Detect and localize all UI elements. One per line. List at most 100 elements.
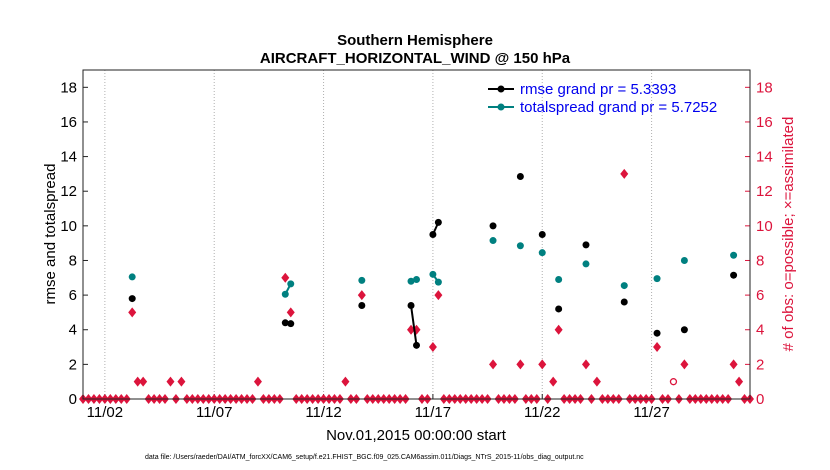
rmse-point — [358, 301, 366, 309]
obs-assimilated-point — [341, 376, 350, 387]
y-tick-label-left: 2 — [69, 356, 77, 373]
rmse-line-segment — [410, 305, 418, 346]
obs-assimilated-point — [653, 342, 662, 353]
rmse-point — [281, 319, 289, 327]
legend-totalspread-label: totalspread grand pr = 5.7252 — [520, 99, 717, 116]
y-tick-label-left: 8 — [69, 252, 77, 269]
obs-assimilated-point — [286, 307, 295, 318]
x-tick-label: 11/22 — [524, 404, 560, 421]
rmse-point — [680, 326, 688, 334]
totalspread-point — [407, 277, 415, 285]
rmse-point — [429, 231, 437, 238]
y-tick-label-left: 10 — [60, 218, 77, 235]
totalspread-point — [555, 276, 563, 284]
y-tick-label-right: 12 — [756, 183, 773, 200]
rmse-point — [582, 241, 590, 249]
x-tick-label: 11/07 — [196, 404, 232, 421]
obs-assimilated-point — [729, 359, 738, 370]
obs-assimilated-point — [680, 359, 689, 370]
obs-assimilated-point — [139, 376, 148, 387]
obs-assimilated-point — [581, 359, 590, 370]
y-axis-left: 0 2 4 6 8 10 12 14 16 18 — [60, 79, 88, 408]
y-tick-label-right: 6 — [756, 287, 764, 304]
y-tick-label-right: 0 — [756, 391, 764, 408]
totalspread-point — [287, 280, 295, 288]
y-tick-label-right: 14 — [756, 149, 773, 166]
legend-rmse-label: rmse grand pr = 5.3393 — [520, 81, 676, 98]
rmse-point — [516, 172, 524, 180]
rmse-point — [653, 329, 661, 337]
obs-assimilated-point — [434, 290, 443, 301]
legend-totalspread-marker — [497, 103, 505, 111]
legend-rmse-marker — [497, 85, 505, 93]
totalspread-point — [128, 273, 136, 281]
rmse-point — [434, 218, 442, 226]
x-tick-label: 11/12 — [305, 404, 341, 421]
x-tick-label: 11/17 — [415, 404, 451, 421]
rmse-point — [128, 295, 136, 303]
y-tick-label-left: 4 — [69, 322, 77, 339]
totalspread-point — [281, 290, 289, 298]
y-axis-left-label: rmse and totalspread — [42, 164, 59, 305]
obs-assimilated-point — [177, 376, 186, 387]
obs-assimilated-point — [620, 168, 629, 179]
totalspread-point — [413, 276, 420, 284]
legend: rmse grand pr = 5.3393 totalspread grand… — [488, 81, 717, 116]
chart-title-line1: Southern Hemisphere — [337, 32, 493, 49]
totalspread-point — [730, 251, 738, 259]
plot-frame — [82, 69, 751, 400]
y-tick-label-right: 10 — [756, 218, 773, 235]
y-tick-label-left: 12 — [60, 183, 77, 200]
y-tick-label-left: 18 — [60, 79, 77, 96]
totalspread-point — [429, 270, 437, 278]
totalspread-point — [620, 282, 628, 290]
obs-assimilated-point — [554, 324, 563, 335]
obs-assimilated-point — [428, 342, 437, 353]
rmse-point — [620, 298, 628, 306]
x-axis: 11/02 11/07 11/12 11/17 11/22 11/27 — [87, 394, 670, 421]
totalspread-point — [680, 256, 688, 264]
obs-assimilated-point — [538, 359, 547, 370]
obs-assimilated-point — [128, 307, 137, 318]
grid — [104, 70, 653, 399]
y-tick-label-left: 0 — [69, 391, 77, 408]
totalspread-point — [434, 278, 442, 286]
x-tick-label: 11/02 — [87, 404, 123, 421]
rmse-point — [287, 320, 295, 328]
totalspread-point — [516, 242, 524, 250]
totalspread-point — [653, 275, 661, 283]
x-axis-label: Nov.01,2015 00:00:00 start — [326, 427, 507, 444]
y-axis-right-label: # of obs: o=possible; ×=assimilated — [780, 117, 797, 352]
y-tick-label-left: 6 — [69, 287, 77, 304]
chart-title-line2: AIRCRAFT_HORIZONTAL_WIND @ 150 hPa — [260, 50, 571, 67]
totalspread-point — [538, 249, 546, 257]
totalspread-point — [358, 276, 366, 284]
obs-assimilated-point — [489, 359, 498, 370]
obs-assimilated-point — [592, 376, 601, 387]
y-tick-label-right: 2 — [756, 356, 764, 373]
obs-assimilated-point — [516, 359, 525, 370]
plot-area — [83, 70, 750, 399]
x-tick-label: 11/27 — [633, 404, 669, 421]
obs-assimilated-point — [735, 376, 744, 387]
y-tick-label-right: 4 — [756, 322, 764, 339]
totalspread-point — [489, 237, 497, 245]
rmse-point — [730, 271, 738, 279]
y-tick-label-right: 18 — [756, 79, 773, 96]
obs-assimilated-point — [281, 272, 290, 283]
obs-assimilated-point — [166, 376, 175, 387]
obs-assimilated-point — [549, 376, 558, 387]
y-tick-label-left: 16 — [60, 114, 77, 131]
obs-assimilated-point — [253, 376, 262, 387]
totalspread-point — [582, 260, 590, 268]
y-tick-label-left: 14 — [60, 149, 77, 166]
y-tick-label-right: 8 — [756, 252, 764, 269]
obs-assimilated-point — [357, 290, 366, 301]
rmse-point — [413, 341, 420, 349]
rmse-point — [489, 222, 497, 230]
obs-assimilated-point — [133, 376, 142, 387]
rmse-point — [407, 301, 415, 309]
data-file-footnote: data file: /Users/raeder/DAI/ATM_forcXX/… — [145, 454, 584, 461]
rmse-point — [555, 305, 563, 313]
